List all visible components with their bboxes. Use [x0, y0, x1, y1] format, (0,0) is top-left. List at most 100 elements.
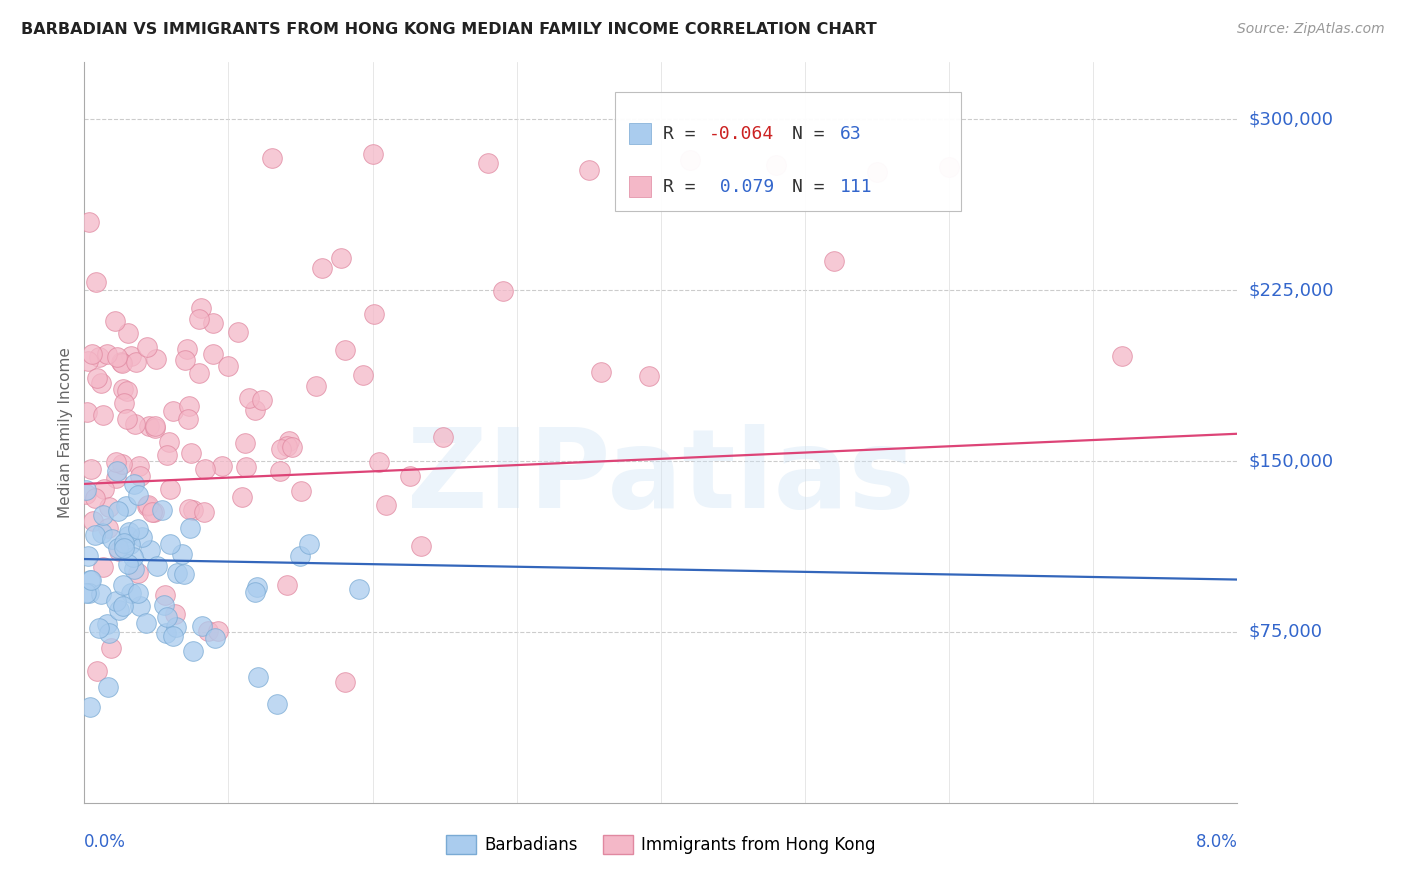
Text: N =: N = [792, 125, 835, 143]
Point [86, 665, 108, 679]
Point [305, 379, 328, 393]
Point [129, 599, 152, 613]
Point [231, 490, 253, 504]
Point [76, 404, 98, 418]
Point [202, 316, 225, 330]
Point [155, 625, 177, 640]
Point [79, 700, 101, 714]
Point [374, 499, 396, 513]
Point [162, 629, 184, 643]
Point [243, 402, 266, 417]
Point [290, 549, 312, 563]
Point [96, 616, 118, 631]
Point [432, 429, 454, 443]
Point [363, 307, 385, 321]
Point [136, 498, 159, 512]
Point [75, 483, 97, 497]
Point [75, 487, 97, 501]
Point [131, 530, 153, 544]
Point [170, 547, 193, 561]
FancyBboxPatch shape [628, 177, 651, 197]
Point [204, 631, 226, 645]
Point [183, 644, 205, 658]
Point [177, 502, 200, 516]
Point [80, 347, 103, 361]
Point [115, 412, 138, 426]
Point [176, 342, 198, 356]
Point [107, 504, 129, 518]
Point [100, 641, 122, 656]
Point [97, 680, 120, 694]
Point [75, 586, 97, 600]
Point [98, 500, 121, 515]
Point [190, 619, 212, 633]
Point [163, 607, 186, 622]
Point [165, 620, 187, 634]
Point [173, 353, 195, 368]
Point [84, 491, 107, 505]
Point [202, 347, 225, 361]
Point [638, 368, 661, 383]
Point [166, 566, 188, 580]
Point [477, 155, 499, 169]
Text: N =: N = [792, 178, 835, 196]
Point [679, 153, 702, 168]
Point [411, 539, 433, 553]
Point [77, 549, 100, 563]
Point [125, 355, 148, 369]
Point [143, 421, 166, 435]
Point [124, 417, 146, 431]
Point [143, 418, 166, 433]
Point [139, 542, 162, 557]
Point [142, 505, 165, 519]
Point [112, 382, 135, 396]
Text: R =: R = [662, 125, 706, 143]
Point [79, 573, 101, 587]
Point [107, 541, 129, 555]
Point [127, 522, 149, 536]
Point [118, 537, 141, 551]
Point [352, 368, 374, 383]
Point [105, 471, 128, 485]
Point [82, 514, 104, 528]
Point [187, 312, 209, 326]
Text: 0.0%: 0.0% [84, 833, 127, 851]
Point [157, 434, 180, 449]
Text: -0.064: -0.064 [709, 125, 775, 143]
Point [181, 503, 204, 517]
Text: ZIPatlas: ZIPatlas [406, 424, 915, 531]
Point [194, 462, 217, 476]
Point [146, 558, 169, 573]
Text: 111: 111 [841, 178, 873, 196]
Legend: Barbadians, Immigrants from Hong Kong: Barbadians, Immigrants from Hong Kong [439, 829, 883, 861]
Point [173, 566, 195, 581]
Point [250, 393, 273, 408]
Point [117, 525, 139, 540]
Point [90, 376, 112, 391]
Point [361, 146, 384, 161]
Point [117, 529, 139, 543]
Point [89, 351, 111, 365]
Text: $75,000: $75,000 [1249, 623, 1323, 641]
Point [399, 469, 422, 483]
Point [290, 483, 312, 498]
Point [86, 371, 108, 385]
Point [104, 314, 127, 328]
Point [162, 404, 184, 418]
Point [112, 395, 135, 409]
Point [120, 585, 142, 599]
Point [90, 587, 112, 601]
Point [765, 158, 787, 172]
Point [127, 566, 149, 580]
Point [90, 526, 112, 541]
Text: BARBADIAN VS IMMIGRANTS FROM HONG KONG MEDIAN FAMILY INCOME CORRELATION CHART: BARBADIAN VS IMMIGRANTS FROM HONG KONG M… [21, 22, 877, 37]
Point [197, 624, 219, 639]
Point [333, 343, 356, 358]
Point [368, 455, 391, 469]
Point [104, 593, 127, 607]
Point [233, 436, 256, 450]
Point [211, 458, 233, 473]
Point [150, 502, 173, 516]
Point [115, 499, 138, 513]
Text: $150,000: $150,000 [1249, 452, 1333, 470]
